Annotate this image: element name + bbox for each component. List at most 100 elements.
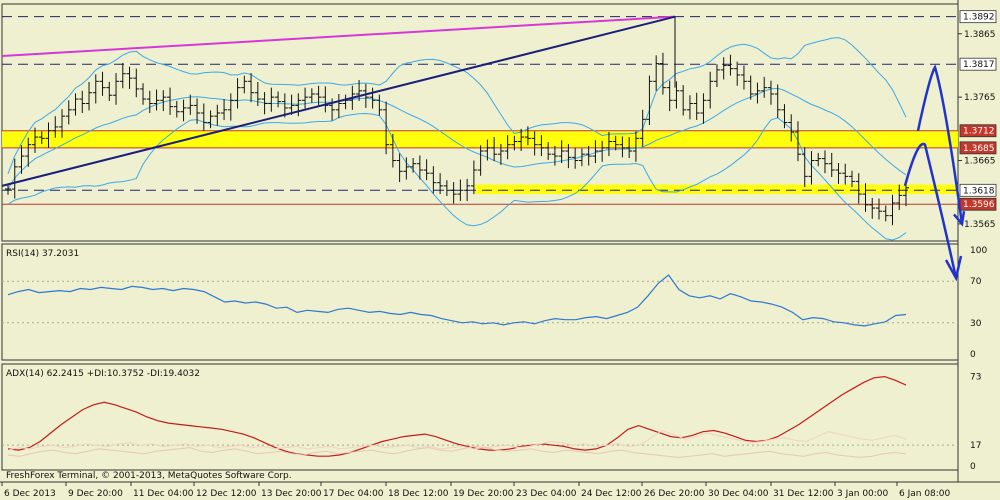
bollinger-middle-band bbox=[7, 87, 907, 190]
price-bar bbox=[146, 90, 153, 113]
rsi-tick-label: 70 bbox=[970, 277, 982, 287]
arrow-head-secondary bbox=[944, 255, 963, 282]
price-bar bbox=[180, 99, 187, 122]
price-bar bbox=[720, 57, 727, 80]
blue-trendline bbox=[1, 15, 676, 187]
support-zone bbox=[475, 184, 958, 195]
price-panel-frame bbox=[1, 3, 959, 242]
price-bar bbox=[855, 173, 862, 204]
price-bar bbox=[423, 159, 430, 181]
price-bar bbox=[65, 100, 72, 125]
price-bar bbox=[342, 94, 349, 110]
time-tick-label: 18 Dec 12:00 bbox=[388, 489, 449, 499]
price-tag-label: 1.3685 bbox=[963, 144, 995, 154]
price-bar bbox=[666, 80, 673, 112]
price-bar bbox=[362, 83, 369, 108]
price-bar bbox=[801, 147, 808, 188]
price-bar bbox=[707, 71, 714, 109]
price-bar bbox=[119, 62, 126, 89]
price-bar bbox=[889, 194, 896, 226]
time-tick-label: 13 Dec 20:00 bbox=[261, 489, 322, 499]
price-bar bbox=[356, 80, 363, 101]
price-bar bbox=[383, 101, 390, 155]
price-bar bbox=[497, 144, 504, 165]
rsi-panel-frame bbox=[1, 243, 959, 361]
price-bar bbox=[160, 90, 167, 112]
time-tick-label: 23 Dec 04:00 bbox=[516, 489, 577, 499]
price-bar bbox=[653, 55, 660, 91]
price-bar bbox=[52, 116, 59, 138]
price-panel bbox=[1, 15, 958, 241]
price-bar bbox=[140, 83, 147, 105]
time-tick-label: 31 Dec 12:00 bbox=[773, 489, 834, 499]
rsi-line bbox=[7, 274, 907, 327]
price-bar bbox=[734, 61, 741, 86]
price-bar bbox=[167, 87, 174, 115]
price-bar bbox=[673, 81, 680, 109]
price-bar bbox=[437, 173, 444, 195]
price-bar bbox=[207, 110, 214, 129]
price-tag-label: 1.3596 bbox=[963, 200, 995, 210]
price-bar bbox=[612, 135, 619, 151]
price-bar bbox=[403, 157, 410, 180]
price-bar bbox=[619, 136, 626, 158]
price-bar bbox=[173, 100, 180, 118]
price-tag-box bbox=[959, 57, 997, 71]
time-tick-label: 17 Dec 04:00 bbox=[323, 489, 384, 499]
price-bar bbox=[686, 95, 693, 120]
price-bar bbox=[322, 86, 329, 113]
price-tag: 1.3685 bbox=[959, 141, 997, 155]
arrow-head-main bbox=[953, 211, 966, 227]
price-bar bbox=[288, 94, 295, 115]
forecast-arrow-secondary bbox=[903, 142, 958, 279]
price-bar bbox=[578, 148, 585, 167]
rsi-indicator-title: RSI(14) 37.2031 bbox=[6, 249, 79, 259]
price-bar bbox=[477, 145, 484, 176]
price-tag-label: 1.3817 bbox=[963, 60, 995, 70]
time-tick-label: 24 Dec 12:00 bbox=[581, 489, 642, 499]
price-bar bbox=[443, 180, 450, 197]
price-tag: 1.3712 bbox=[959, 124, 997, 138]
bollinger-lower-band bbox=[7, 112, 907, 241]
price-bar bbox=[835, 163, 842, 184]
price-bar bbox=[572, 147, 579, 169]
price-bar bbox=[234, 78, 241, 109]
price-tag: 1.3618 bbox=[959, 183, 997, 197]
time-tick-label: 30 Dec 04:00 bbox=[708, 489, 769, 499]
price-bar bbox=[504, 135, 511, 160]
rsi-tick-label: 30 bbox=[970, 319, 982, 329]
resistance-zone bbox=[2, 130, 958, 148]
price-bar bbox=[227, 93, 234, 121]
price-bar bbox=[592, 140, 599, 164]
price-bar bbox=[376, 94, 383, 116]
time-tick-label: 6 Jan 08:00 bbox=[899, 489, 951, 499]
time-tick-label: 6 Dec 2013 bbox=[4, 489, 56, 499]
price-bar bbox=[79, 90, 86, 113]
price-bar bbox=[808, 151, 815, 185]
time-tick-label: 11 Dec 04:00 bbox=[133, 489, 194, 499]
price-bar bbox=[86, 81, 93, 111]
price-bar bbox=[713, 64, 720, 88]
price-bar bbox=[680, 85, 687, 116]
price-bar bbox=[92, 74, 99, 104]
price-bar bbox=[491, 137, 498, 162]
price-bar bbox=[464, 178, 471, 202]
price-bar bbox=[396, 153, 403, 183]
price-bar bbox=[862, 183, 869, 212]
price-bar bbox=[254, 81, 261, 107]
price-bar bbox=[511, 135, 518, 151]
price-bar bbox=[693, 92, 700, 120]
price-tick-label: 1.3765 bbox=[964, 93, 996, 103]
price-bar bbox=[869, 197, 876, 219]
price-bar bbox=[11, 158, 18, 199]
price-bar bbox=[740, 65, 747, 90]
price-bar bbox=[659, 52, 666, 95]
price-bar bbox=[599, 140, 606, 162]
price-bar bbox=[585, 145, 592, 166]
price-tick-label: 1.3665 bbox=[964, 157, 996, 167]
price-bar bbox=[369, 87, 376, 109]
adx-indicator-title: ADX(14) 62.2415 +DI:10.3752 -DI:19.4032 bbox=[6, 369, 200, 379]
rsi-tick-label: 0 bbox=[970, 350, 976, 360]
